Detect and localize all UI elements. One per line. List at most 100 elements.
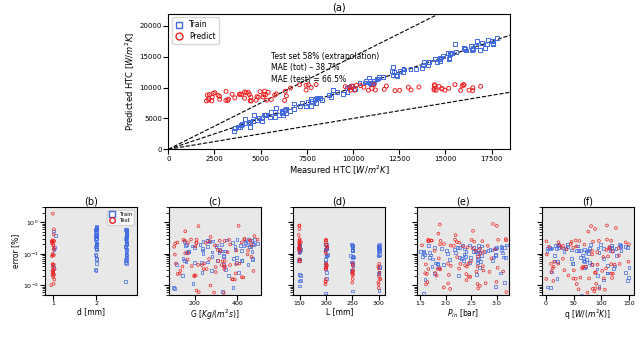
- Point: [91, 229, 101, 235]
- Point: [332, 89, 342, 95]
- Legend: Train, Predict: Train, Predict: [172, 17, 219, 44]
- Point: [321, 277, 331, 282]
- Point: [236, 123, 246, 128]
- Point: [444, 272, 454, 278]
- Point: [306, 103, 316, 108]
- Point: [193, 262, 203, 267]
- Point: [294, 248, 305, 254]
- Point: [575, 248, 586, 253]
- Point: [220, 258, 230, 264]
- Point: [420, 271, 430, 276]
- Point: [294, 246, 304, 252]
- Point: [294, 244, 305, 250]
- Point: [601, 266, 611, 271]
- Point: [248, 241, 258, 246]
- Point: [303, 82, 314, 87]
- Point: [92, 241, 102, 246]
- Point: [276, 110, 287, 116]
- Point: [306, 85, 316, 90]
- Point: [597, 268, 607, 274]
- Point: [260, 112, 271, 118]
- Point: [479, 45, 490, 51]
- Point: [355, 83, 365, 88]
- Point: [479, 249, 489, 255]
- Point: [243, 236, 253, 242]
- Point: [245, 124, 255, 129]
- X-axis label: G $[Kg/(m^2s)]$: G $[Kg/(m^2s)]$: [190, 307, 240, 322]
- Title: (f): (f): [582, 197, 593, 206]
- Point: [579, 247, 589, 253]
- Point: [91, 244, 101, 250]
- Point: [602, 223, 612, 228]
- Point: [420, 262, 431, 267]
- Point: [202, 92, 212, 98]
- Point: [189, 274, 200, 279]
- Point: [320, 262, 330, 268]
- Point: [241, 240, 251, 245]
- Point: [122, 233, 132, 238]
- Point: [207, 94, 218, 100]
- Point: [615, 243, 625, 248]
- Point: [218, 259, 228, 264]
- Point: [424, 59, 434, 64]
- Point: [259, 92, 269, 97]
- Point: [488, 41, 498, 46]
- Point: [230, 246, 240, 252]
- Point: [240, 238, 250, 244]
- Point: [557, 256, 568, 261]
- Point: [231, 248, 241, 253]
- Point: [211, 270, 221, 275]
- Point: [427, 264, 437, 269]
- Point: [178, 256, 188, 261]
- Point: [477, 238, 488, 244]
- Point: [91, 227, 101, 232]
- Point: [227, 92, 237, 97]
- Point: [321, 264, 332, 270]
- Point: [419, 252, 429, 257]
- Point: [230, 277, 240, 282]
- Point: [121, 228, 131, 234]
- Point: [323, 93, 333, 98]
- Point: [577, 264, 588, 270]
- Point: [572, 244, 582, 249]
- Point: [175, 268, 186, 274]
- Point: [492, 223, 502, 228]
- Point: [475, 246, 485, 252]
- Point: [317, 97, 327, 102]
- Point: [417, 63, 428, 68]
- Point: [481, 280, 491, 286]
- Point: [424, 250, 435, 255]
- Point: [468, 85, 478, 91]
- Point: [467, 47, 477, 53]
- Point: [459, 252, 469, 257]
- Point: [216, 248, 226, 254]
- Point: [209, 290, 219, 295]
- Point: [423, 266, 433, 272]
- Point: [541, 276, 552, 282]
- Point: [247, 257, 257, 262]
- Point: [315, 95, 325, 100]
- Point: [90, 244, 100, 250]
- Point: [456, 88, 466, 93]
- Point: [479, 307, 489, 313]
- Point: [374, 287, 384, 293]
- Point: [121, 250, 131, 255]
- Point: [608, 271, 618, 277]
- Point: [378, 75, 388, 80]
- Point: [173, 294, 183, 299]
- Point: [444, 257, 454, 262]
- Point: [207, 98, 217, 104]
- Point: [406, 87, 416, 93]
- Point: [348, 288, 358, 294]
- Point: [423, 237, 433, 242]
- Point: [607, 249, 618, 254]
- Point: [202, 98, 212, 104]
- Point: [606, 261, 616, 267]
- Point: [321, 266, 331, 272]
- Point: [47, 238, 57, 244]
- Point: [191, 240, 202, 246]
- Point: [374, 248, 384, 254]
- Point: [549, 259, 559, 264]
- Point: [502, 242, 512, 248]
- Point: [464, 87, 474, 93]
